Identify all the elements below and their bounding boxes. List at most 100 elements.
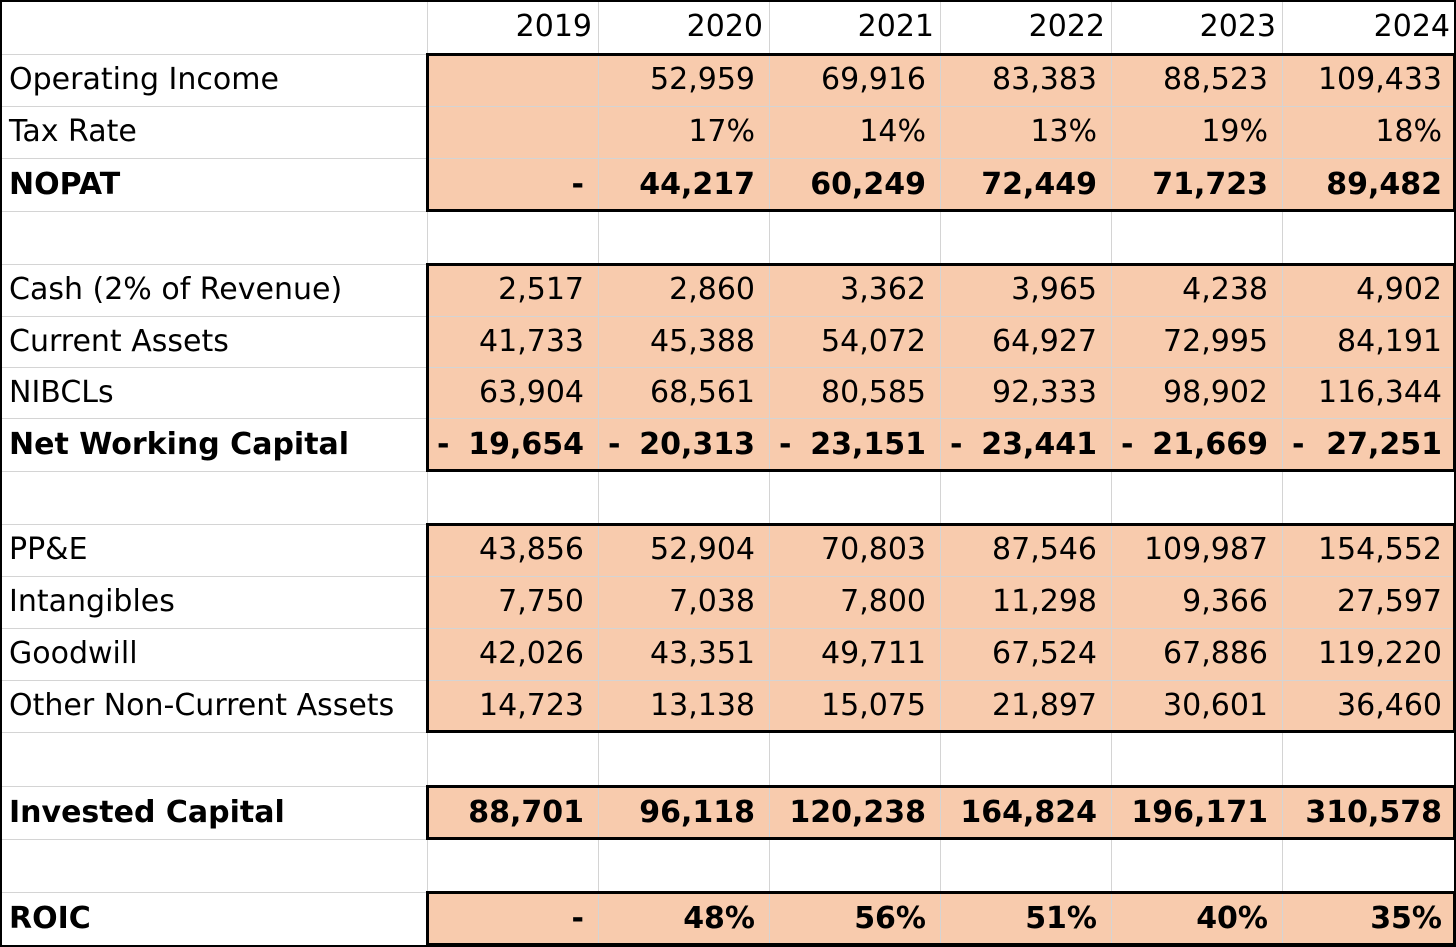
column-header-year: 2022 — [1028, 9, 1105, 44]
value-cell: 56% — [854, 900, 926, 936]
gridline-horizontal — [0, 628, 1456, 629]
value-cell: 80,585 — [821, 374, 926, 410]
value-cell: 2,517 — [498, 272, 584, 307]
gridline-vertical — [1282, 0, 1283, 947]
row-label: Intangibles — [9, 584, 175, 619]
value-cell: 7,800 — [840, 584, 926, 619]
row-label: Invested Capital — [9, 794, 285, 830]
value-cell: 109,987 — [1143, 532, 1268, 567]
negative-sign: - — [1121, 426, 1134, 462]
gridline-vertical — [1111, 0, 1112, 947]
value-cell: 3,362 — [840, 272, 926, 307]
negative-sign: - — [437, 426, 450, 462]
gridline-horizontal — [0, 158, 1456, 159]
gridline-horizontal — [0, 576, 1456, 577]
value-cell: -23,151 — [769, 418, 940, 471]
value-cell: 72,995 — [1163, 323, 1268, 359]
row-label: NOPAT — [9, 166, 121, 202]
value-cell: 4,238 — [1182, 272, 1268, 307]
value-cell: 9,366 — [1182, 584, 1268, 619]
value-cell: - — [571, 900, 584, 936]
value-cell: 89,482 — [1326, 166, 1442, 202]
row-label: Current Assets — [9, 323, 229, 359]
gridline-vertical — [769, 0, 770, 947]
value-cell: 40% — [1196, 900, 1268, 936]
value-cell: -19,654 — [427, 418, 598, 471]
row-label: Cash (2% of Revenue) — [9, 272, 343, 307]
value-cell: 52,959 — [650, 62, 755, 97]
value-cell: 68,561 — [650, 374, 755, 410]
value-cell: 3,965 — [1011, 272, 1097, 307]
value-cell: 19% — [1201, 114, 1268, 149]
negative-sign: - — [608, 426, 621, 462]
value-cell: -21,669 — [1111, 418, 1282, 471]
value-text: 27,251 — [1326, 426, 1442, 462]
row-label: NIBCLs — [9, 374, 114, 410]
gridline-vertical — [427, 0, 428, 947]
value-cell: 64,927 — [992, 323, 1097, 359]
value-cell: 96,118 — [639, 794, 755, 830]
value-cell: 116,344 — [1317, 374, 1442, 410]
value-cell: 4,902 — [1356, 272, 1442, 307]
value-cell: 17% — [688, 114, 755, 149]
value-cell: 21,897 — [992, 688, 1097, 723]
value-cell: 109,433 — [1317, 62, 1442, 97]
negative-sign: - — [950, 426, 963, 462]
value-cell: 92,333 — [992, 374, 1097, 410]
value-cell: 49,711 — [821, 636, 926, 671]
value-cell: 15,075 — [821, 688, 926, 723]
value-cell: 67,886 — [1163, 636, 1268, 671]
value-cell: 52,904 — [650, 532, 755, 567]
value-cell: 164,824 — [960, 794, 1097, 830]
value-cell: 51% — [1025, 900, 1097, 936]
value-cell: - — [571, 166, 584, 202]
gridline-vertical — [598, 0, 599, 947]
value-cell: 27,597 — [1337, 584, 1442, 619]
column-header-year: 2019 — [515, 9, 592, 44]
value-cell: 7,038 — [669, 584, 755, 619]
value-cell: 71,723 — [1152, 166, 1268, 202]
value-cell: 88,701 — [468, 794, 584, 830]
row-label: Other Non-Current Assets — [9, 688, 395, 723]
value-cell: 7,750 — [498, 584, 584, 619]
column-header-year: 2024 — [1373, 9, 1450, 44]
value-cell: 119,220 — [1317, 636, 1442, 671]
value-cell: 310,578 — [1305, 794, 1442, 830]
gridline-horizontal — [0, 680, 1456, 681]
value-cell: 30,601 — [1163, 688, 1268, 723]
value-cell: 42,026 — [479, 636, 584, 671]
value-cell: 13,138 — [650, 688, 755, 723]
row-label: Tax Rate — [9, 114, 137, 149]
value-cell: -27,251 — [1282, 418, 1456, 471]
value-text: 23,151 — [810, 426, 926, 462]
value-cell: -23,441 — [940, 418, 1111, 471]
row-label: Operating Income — [9, 62, 279, 97]
gridline-horizontal — [0, 367, 1456, 368]
negative-sign: - — [779, 426, 792, 462]
value-cell: 83,383 — [992, 62, 1097, 97]
gridline-horizontal — [0, 418, 1456, 419]
value-cell: 44,217 — [639, 166, 755, 202]
value-cell: 11,298 — [992, 584, 1097, 619]
value-cell: 2,860 — [669, 272, 755, 307]
value-cell: -20,313 — [598, 418, 769, 471]
column-header-year: 2020 — [686, 9, 763, 44]
value-cell: 88,523 — [1163, 62, 1268, 97]
value-cell: 43,856 — [479, 532, 584, 567]
value-cell: 13% — [1030, 114, 1097, 149]
value-cell: 70,803 — [821, 532, 926, 567]
value-cell: 14% — [859, 114, 926, 149]
value-cell: 36,460 — [1337, 688, 1442, 723]
value-cell: 196,171 — [1131, 794, 1268, 830]
value-cell: 43,351 — [650, 636, 755, 671]
value-cell: 87,546 — [992, 532, 1097, 567]
gridline-vertical — [940, 0, 941, 947]
negative-sign: - — [1292, 426, 1305, 462]
value-cell: 84,191 — [1337, 323, 1442, 359]
row-label: PP&E — [9, 532, 88, 567]
value-cell: 54,072 — [821, 323, 926, 359]
value-text: 21,669 — [1152, 426, 1268, 462]
value-cell: 154,552 — [1317, 532, 1442, 567]
